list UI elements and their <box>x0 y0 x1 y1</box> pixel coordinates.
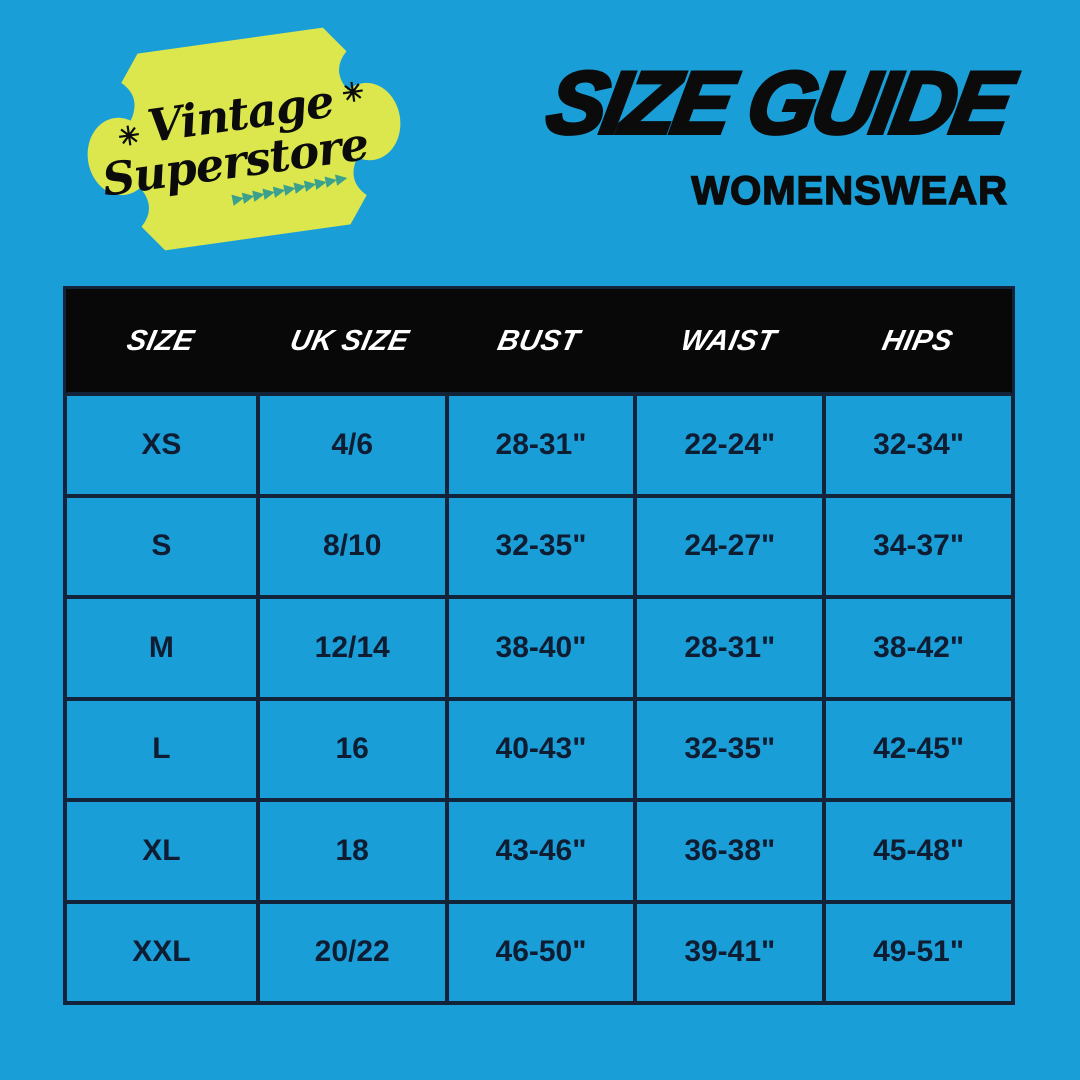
table-cell: 22-24" <box>633 392 823 494</box>
table-row-m: M 12/14 38-40" 28-31" 38-42" <box>67 595 1011 697</box>
size-table: SIZE UK SIZE BUST WAIST HIPS XS 4/6 28-3… <box>63 286 1015 1005</box>
column-header-waist: WAIST <box>677 324 779 357</box>
table-cell: 32-35" <box>633 696 823 798</box>
table-cell: 43-46" <box>444 798 634 900</box>
table-cell: 34-37" <box>822 493 1011 595</box>
column-header-hips: HIPS <box>879 324 956 357</box>
table-row-xl: XL 18 43-46" 36-38" 45-48" <box>67 798 1011 900</box>
vintage-superstore-logo: ✳ Vintage ✳ Superstore ▶▶▶▶▶▶▶▶▶▶▶ <box>64 8 423 270</box>
table-cell: 42-45" <box>822 696 1011 798</box>
table-cell: 12/14 <box>255 595 445 697</box>
table-cell: 40-43" <box>444 696 634 798</box>
table-row-xs: XS 4/6 28-31" 22-24" 32-34" <box>67 392 1011 494</box>
size-table-header-row: SIZE UK SIZE BUST WAIST HIPS <box>66 289 1012 393</box>
table-cell: 32-35" <box>444 493 634 595</box>
table-cell: 46-50" <box>444 899 634 1001</box>
table-row-l: L 16 40-43" 32-35" 42-45" <box>67 696 1011 799</box>
table-cell: XXL <box>67 899 256 1002</box>
table-cell: 38-42" <box>822 595 1011 697</box>
title-block: SIZE GUIDE WOMENSWEAR <box>468 51 1019 214</box>
table-cell: 49-51" <box>822 899 1011 1001</box>
table-cell: 39-41" <box>633 899 823 1001</box>
table-cell: 16 <box>255 696 445 798</box>
table-cell: 38-40" <box>444 595 634 697</box>
table-cell: 20/22 <box>255 899 445 1001</box>
table-cell: 36-38" <box>633 798 823 900</box>
table-cell: 8/10 <box>255 493 445 595</box>
table-cell: 4/6 <box>255 392 445 494</box>
table-cell: S <box>67 493 256 596</box>
table-cell: L <box>67 696 256 799</box>
table-cell: M <box>67 595 256 697</box>
column-header-size: SIZE <box>124 324 198 357</box>
table-cell: 45-48" <box>822 798 1011 900</box>
logo-badge-shape <box>87 27 401 251</box>
page-subtitle: WOMENSWEAR <box>691 168 1008 214</box>
table-cell: XS <box>67 392 256 494</box>
table-row-s: S 8/10 32-35" 24-27" 34-37" <box>67 493 1011 596</box>
column-header-bust: BUST <box>495 324 583 357</box>
table-cell: 32-34" <box>822 392 1011 494</box>
sparkle-icon: ✳ <box>116 120 142 154</box>
table-cell: 24-27" <box>633 493 823 595</box>
sparkle-icon: ✳ <box>340 77 365 110</box>
table-cell: 28-31" <box>444 392 634 494</box>
table-cell: 18 <box>255 798 445 900</box>
table-cell: 28-31" <box>633 595 823 697</box>
page-title: SIZE GUIDE <box>539 51 1019 154</box>
table-row-xxl: XXL 20/22 46-50" 39-41" 49-51" <box>67 899 1011 1002</box>
column-header-uk-size: UK SIZE <box>287 324 413 357</box>
logo-text: ✳ Vintage ✳ Superstore ▶▶▶▶▶▶▶▶▶▶▶ <box>64 8 423 270</box>
table-cell: XL <box>67 798 256 900</box>
